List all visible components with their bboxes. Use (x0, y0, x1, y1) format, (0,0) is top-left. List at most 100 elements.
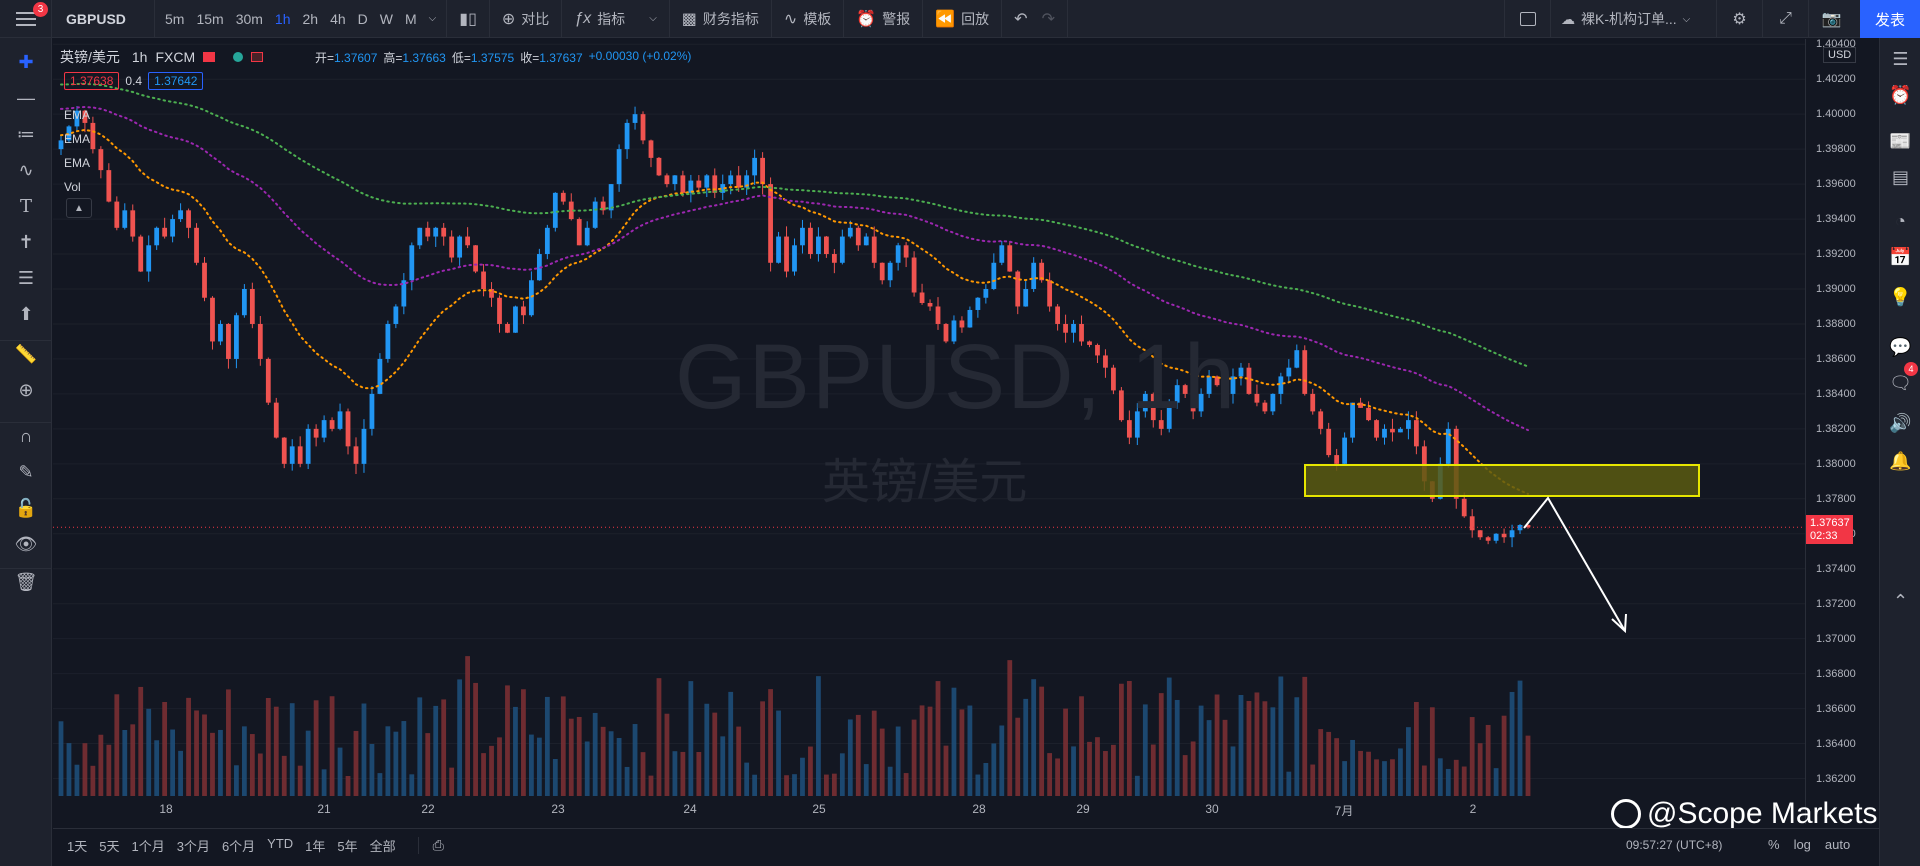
chevron-up-icon[interactable]: ⌃ (1892, 590, 1909, 611)
pencil-lock-icon[interactable]: ✎ (18, 461, 34, 482)
volume-bar (361, 703, 367, 796)
chevron-down-icon[interactable]: ⌵ (428, 13, 437, 24)
lock-icon[interactable]: 🔓 (14, 497, 38, 518)
price-chart[interactable] (53, 39, 1805, 824)
publish-button[interactable]: 发表 (1860, 0, 1920, 38)
trash-icon[interactable]: 🗑 (0, 568, 52, 596)
interval-5m[interactable]: 5m (165, 10, 185, 27)
interval-2h[interactable]: 2h (302, 10, 319, 27)
snapshot-button[interactable]: 📷 (1808, 0, 1854, 38)
settings-button[interactable]: ⚙ (1716, 0, 1762, 38)
text-icon[interactable]: T (19, 195, 32, 217)
redo-icon[interactable]: ↷ (1041, 10, 1055, 28)
candle-body (592, 201, 598, 228)
indicator-ema-1[interactable]: EMA (64, 108, 91, 122)
trend-line-icon[interactable]: — (17, 87, 35, 108)
main-menu-button[interactable]: 3 (0, 0, 52, 38)
time-axis[interactable]: 18 21 22 23 24 25 28 29 30 7月 2 (53, 796, 1805, 824)
candle-body (728, 175, 734, 185)
interval-30m[interactable]: 30m (235, 10, 263, 27)
templates-button[interactable]: ∿ 模板 (772, 0, 845, 38)
bell-icon[interactable]: 🔔 (1889, 450, 1912, 471)
candle-body (1517, 525, 1523, 531)
range-1m[interactable]: 1个月 (131, 839, 165, 854)
pattern-icon[interactable]: ✝ (18, 231, 34, 252)
auto-scale-button[interactable]: auto (1824, 837, 1851, 852)
layout-name-dropdown[interactable]: ☁ 裸K-机构订单... ⌵ (1550, 0, 1716, 38)
interval-1h[interactable]: 1h (274, 10, 291, 27)
volume-bar (1342, 761, 1348, 796)
range-5y[interactable]: 5年 (337, 839, 358, 854)
news-icon[interactable]: 📰 (1889, 130, 1912, 151)
interval-w[interactable]: W (379, 10, 393, 27)
volume-bar (648, 775, 654, 796)
range-1y[interactable]: 1年 (305, 839, 326, 854)
currency-label[interactable]: USD (1823, 47, 1857, 63)
indicators-button[interactable]: ƒx 指标 ⌵ (562, 0, 670, 38)
sell-button[interactable]: 1.37638 (64, 72, 120, 90)
volume-bar (1166, 677, 1172, 796)
range-5d[interactable]: 5天 (99, 839, 120, 854)
range-1d[interactable]: 1天 (67, 839, 88, 854)
alarm-clock-icon[interactable]: ⏰ (1889, 84, 1912, 105)
layout-select-button[interactable] (1504, 0, 1550, 38)
hamburger-icon (15, 11, 36, 26)
indicator-volume[interactable]: Vol (64, 180, 81, 194)
price-axis[interactable]: 1.40400 1.40200 1.40000 1.39800 1.39600 1.394… (1805, 38, 1879, 824)
data-window-icon[interactable]: ▤ (1891, 166, 1909, 187)
indicator-ema-2[interactable]: EMA (64, 132, 91, 146)
log-scale-button[interactable]: log (1793, 837, 1811, 852)
percent-scale-button[interactable]: % (1768, 837, 1780, 852)
range-6m[interactable]: 6个月 (221, 839, 256, 854)
replay-button[interactable]: ⏪ 回放 (923, 0, 1003, 38)
clock[interactable]: 09:57:27 (UTC+8) (1626, 838, 1723, 852)
ruler-icon[interactable]: 📏 (0, 340, 52, 368)
ideas-icon[interactable]: 💡 (1889, 286, 1912, 307)
fullscreen-button[interactable]: ⤢ (1762, 0, 1808, 38)
symbol-search[interactable]: GBPUSD (52, 0, 155, 38)
fib-icon[interactable]: ≔ (17, 123, 35, 144)
range-all[interactable]: 全部 (369, 839, 396, 854)
volume-bar (1055, 758, 1060, 796)
legend-symbol[interactable]: 英镑/美元 (60, 49, 120, 65)
volume-bar (1413, 702, 1419, 796)
interval-4h[interactable]: 4h (330, 10, 346, 27)
messages-icon[interactable]: 🗨 4 (1880, 362, 1920, 398)
arrow-up-icon[interactable]: ⬆ (18, 303, 34, 324)
calendar-icon[interactable]: 📅 (1889, 246, 1912, 267)
layout-name: 裸K-机构订单... (1581, 11, 1677, 27)
watchlist-icon[interactable]: ☰ (1892, 48, 1909, 69)
interval-15m[interactable]: 15m (196, 10, 224, 27)
collapse-legend-button[interactable]: ▲ (66, 198, 92, 218)
undo-icon[interactable]: ↶ (1014, 10, 1028, 28)
hotlist-icon[interactable]: ◔ (1895, 210, 1906, 231)
chart-type-button[interactable]: ▮▯ (447, 0, 490, 38)
magnet-icon[interactable]: ∩ (0, 422, 52, 450)
volume-bar (1278, 676, 1284, 796)
candle-body (401, 280, 407, 307)
indicator-ema-3[interactable]: EMA (64, 156, 91, 170)
chart-canvas[interactable] (53, 39, 1805, 824)
range-3m[interactable]: 3个月 (176, 839, 210, 854)
alert-button[interactable]: ⏰ 警报 (844, 0, 924, 38)
buy-button[interactable]: 1.37642 (148, 72, 204, 90)
chat-icon[interactable]: 💬 (1889, 336, 1912, 357)
crosshair-icon[interactable]: ✚ (18, 51, 34, 72)
volume-bar (425, 733, 431, 796)
financials-button[interactable]: ▩ 财务指标 (670, 0, 772, 38)
compare-button[interactable]: ⊕ 对比 (490, 0, 563, 38)
volume-bar (202, 714, 207, 796)
eye-icon[interactable]: 👁 (14, 533, 38, 554)
interval-m[interactable]: M (405, 10, 417, 27)
prediction-icon[interactable]: ☰ (17, 267, 35, 288)
range-ytd[interactable]: YTD (267, 836, 294, 851)
candle-body (544, 227, 550, 255)
interval-d[interactable]: D (357, 10, 368, 27)
broadcast-icon[interactable]: 🔊 (1889, 412, 1912, 433)
zoom-icon[interactable]: ⊕ (18, 379, 34, 400)
supply-zone-rectangle (1304, 464, 1700, 497)
path-icon[interactable]: ∿ (18, 159, 34, 180)
volume-bar (919, 705, 925, 796)
close-value: 收=1.37637 (520, 51, 583, 65)
go-to-date-icon[interactable]: ⎙ (417, 837, 444, 854)
